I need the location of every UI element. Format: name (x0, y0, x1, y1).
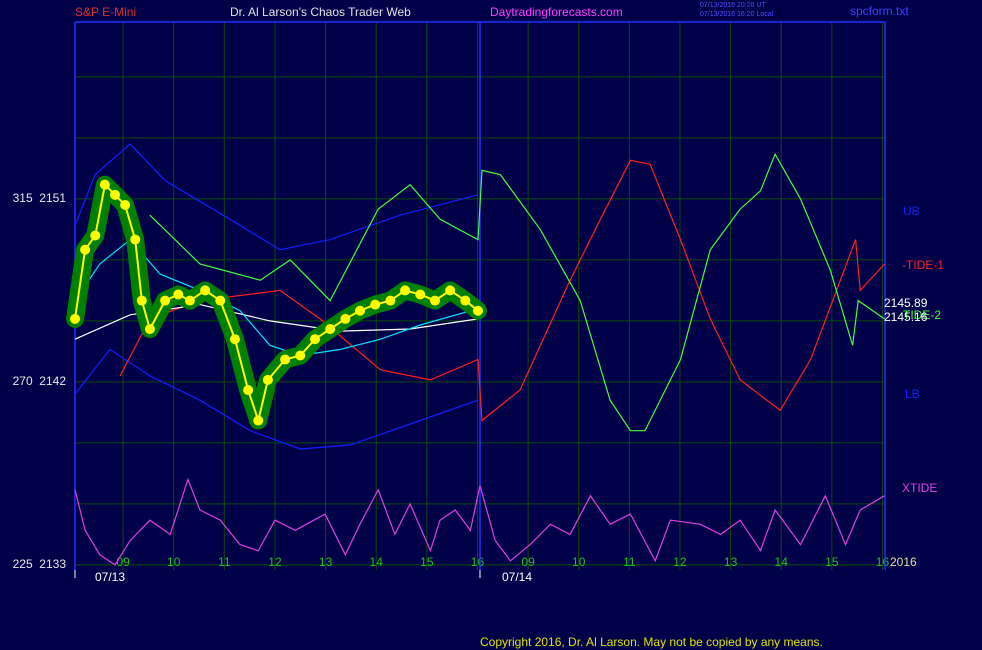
price-dot (415, 289, 426, 300)
price-dot (253, 415, 264, 426)
price-dot (130, 234, 141, 245)
series-line (74, 143, 479, 251)
price-dot (200, 285, 211, 296)
price-dot (400, 285, 411, 296)
series-line (74, 238, 479, 357)
x-tick-label: 10 (572, 555, 586, 569)
series-label: LB (905, 387, 920, 401)
price-dot (109, 189, 120, 200)
price-dot (70, 313, 80, 324)
series-line (74, 477, 885, 566)
annotation: 2016 (890, 555, 917, 569)
x-tick-label: 12 (268, 555, 282, 569)
annotation: 07/13 (95, 570, 125, 584)
price-dot (385, 295, 396, 306)
y-tick-label: 315 2151 (13, 191, 67, 205)
price-dot (90, 230, 101, 241)
annotation: S&P E-Mini (75, 5, 136, 19)
x-tick-label: 10 (167, 555, 181, 569)
chart-title: Dr. Al Larson's Chaos Trader Web (230, 5, 411, 19)
price-dot (262, 374, 273, 385)
annotation: 07/13/2016 16:20 Local (700, 11, 774, 18)
y-tick-label: 225 2133 (13, 557, 67, 571)
series-label: UB (903, 204, 920, 218)
price-dot (184, 295, 195, 306)
last-value: 2145.89 (884, 296, 928, 310)
price-dot (215, 295, 226, 306)
price-dot (243, 385, 254, 396)
x-tick-label: 15 (420, 555, 434, 569)
y-tick-label: 270 2142 (13, 374, 67, 388)
annotation: 07/14 (502, 570, 532, 584)
x-tick-label: 13 (724, 555, 738, 569)
x-tick-label: 14 (370, 555, 384, 569)
series-line (119, 159, 885, 422)
price-dot (472, 305, 483, 316)
annotation: Daytradingforecasts.com (490, 5, 623, 19)
price-dot (325, 324, 336, 335)
price-dot (445, 285, 456, 296)
price-dot (460, 295, 471, 306)
series-label: -TIDE-1 (902, 258, 944, 272)
x-tick-label: 09 (521, 555, 535, 569)
x-tick-label: 16 (876, 555, 890, 569)
annotation: 07/13/2016 20:20 UT (700, 2, 766, 9)
x-tick-label: 11 (623, 555, 636, 569)
price-dot (229, 334, 240, 345)
price-dot (295, 350, 306, 361)
price-dot (144, 324, 155, 335)
series-label: XTIDE (902, 481, 937, 495)
x-tick-label: 16 (471, 555, 485, 569)
x-tick-label: 11 (218, 555, 231, 569)
series-line (74, 348, 479, 450)
price-dot (173, 289, 184, 300)
series-line (149, 152, 885, 432)
price-dot (429, 295, 440, 306)
price-dot (355, 305, 366, 316)
x-tick-label: 12 (673, 555, 687, 569)
x-tick-label: 14 (775, 555, 789, 569)
series-label: TIDE-2 (903, 308, 941, 322)
price-dot (160, 295, 171, 306)
last-value: 2145.16 (884, 310, 928, 324)
x-tick-label: 09 (116, 555, 130, 569)
price-dot (80, 244, 91, 255)
x-tick-label: 15 (825, 555, 839, 569)
price-dot (309, 334, 320, 345)
x-tick-label: 13 (319, 555, 333, 569)
price-dot (99, 179, 110, 190)
price-dot (136, 295, 147, 306)
price-dot (370, 299, 381, 310)
price-dot (280, 354, 291, 365)
price-dot (340, 313, 351, 324)
price-dot (120, 200, 131, 211)
annotation: spcform.txt (850, 4, 909, 18)
annotation: Copyright 2016, Dr. Al Larson. May not b… (480, 635, 823, 649)
